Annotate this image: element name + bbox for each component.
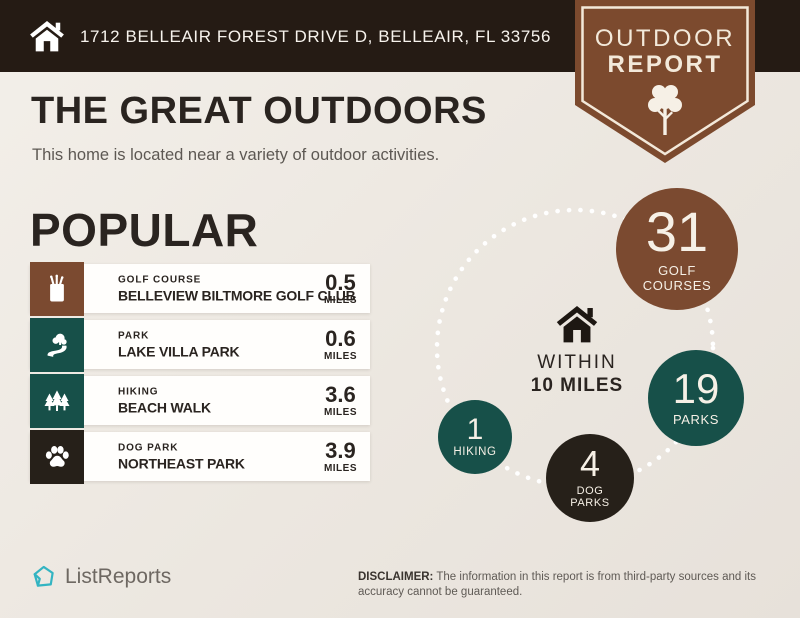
list-item-card (30, 264, 370, 313)
radius-miles-label: 10 MILES (530, 375, 624, 396)
item-name: BELLEVIEW BILTMORE GOLF CLUB (118, 287, 356, 304)
park-icon (30, 318, 84, 372)
item-distance: 3.6 (325, 382, 356, 407)
item-distance-unit: MILES (323, 351, 357, 362)
stat-label: DOG PARKS (570, 484, 610, 509)
stat-value: 19 (672, 364, 720, 412)
item-name: BEACH WALK (118, 399, 211, 416)
radius-center: WITHIN 10 MILES (500, 306, 654, 397)
list-item-dog-park: DOG PARK NORTHEAST PARK 3.9 MILES (30, 430, 370, 484)
stat-label: PARKS (672, 412, 720, 428)
list-item-hiking: HIKING BEACH WALK 3.6 MILES (30, 374, 370, 428)
golf-bag-icon (30, 262, 84, 316)
list-item-park: PARK LAKE VILLA PARK 0.6 MILES (30, 318, 370, 372)
page-subtitle: This home is located near a variety of o… (32, 146, 440, 164)
item-category: PARK (118, 330, 150, 342)
badge-line2: REPORT (607, 51, 722, 78)
item-distance: 3.9 (325, 438, 356, 463)
item-distance-unit: MILES (323, 295, 357, 306)
home-icon (30, 20, 64, 51)
disclaimer-label: DISCLAIMER: (358, 571, 434, 583)
stat-value: 4 (579, 443, 601, 485)
tree-icon (648, 85, 682, 135)
stat-bubble-golf-courses: 31 GOLF COURSES (616, 188, 738, 310)
stat-bubble-hiking: 1 HIKING (438, 400, 512, 474)
listreports-house-icon (33, 565, 54, 587)
list-item-golf-course: GOLF COURSE BELLEVIEW BILTMORE GOLF CLUB… (30, 262, 370, 316)
home-icon-dark (556, 306, 598, 343)
paw-icon (30, 430, 84, 484)
stat-value: 1 (466, 412, 484, 446)
page-title: THE GREAT OUTDOORS (31, 90, 487, 132)
list-item-card (30, 432, 370, 481)
item-category: HIKING (118, 386, 159, 398)
brand-name: ListReports (65, 564, 172, 588)
stat-label: HIKING (453, 446, 497, 459)
listreports-logo: ListReports (30, 563, 171, 590)
item-category: DOG PARK (118, 442, 179, 454)
item-name: NORTHEAST PARK (118, 455, 245, 472)
property-address: 1712 BELLEAIR FOREST DRIVE D, BELLEAIR, … (80, 27, 552, 46)
outdoor-report-badge: OUTDOOR REPORT (575, 0, 755, 163)
stat-label: GOLF COURSES (642, 263, 712, 294)
within-label: WITHIN (537, 352, 617, 373)
pine-trees-icon (30, 374, 84, 428)
item-distance-unit: MILES (323, 407, 357, 418)
item-distance: 0.6 (325, 326, 356, 351)
stat-value: 31 (645, 199, 709, 263)
item-name: LAKE VILLA PARK (118, 343, 240, 360)
disclaimer-text: DISCLAIMER: The information in this repo… (358, 571, 756, 598)
list-item-card (30, 320, 370, 369)
stat-bubble-parks: 19 PARKS (648, 350, 744, 446)
item-distance-unit: MILES (323, 463, 357, 474)
badge-line1: OUTDOOR (595, 25, 735, 52)
list-item-card (30, 376, 370, 425)
stat-bubble-dog-parks: 4 DOG PARKS (546, 434, 634, 522)
item-category: GOLF COURSE (118, 274, 202, 286)
item-distance: 0.5 (325, 270, 356, 295)
popular-heading: POPULAR (30, 204, 259, 256)
